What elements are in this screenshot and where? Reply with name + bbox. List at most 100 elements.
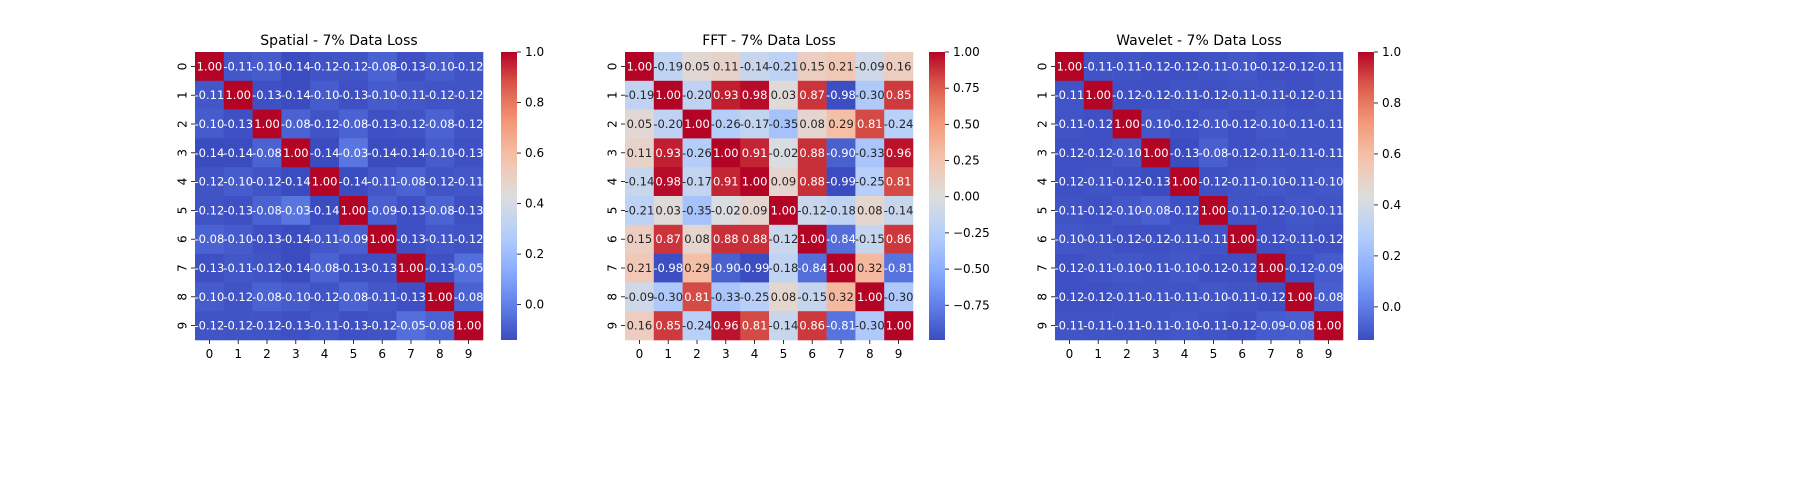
cell-value-label: -0.11 (1083, 175, 1113, 189)
cell-value-label: -0.11 (1083, 59, 1113, 73)
cell-value-label: -0.10 (1112, 203, 1142, 217)
heatmap-cell (454, 282, 484, 312)
heatmap-cell (682, 167, 712, 197)
cell-value-label: 0.86 (886, 232, 912, 246)
cell-value-label: -0.12 (1112, 232, 1142, 246)
heatmap-cell (367, 167, 397, 197)
cell-value-label: 0.15 (627, 232, 653, 246)
cell-value-label: -0.12 (1285, 88, 1315, 102)
heatmap-cell (1055, 52, 1085, 82)
heatmap-cell (454, 52, 484, 82)
heatmap-cell (797, 80, 827, 110)
heatmap-cell (339, 196, 369, 226)
cell-value-label: -0.19 (625, 88, 655, 102)
colorbar-tick-label: 0.0 (1382, 300, 1401, 314)
cell-value-label: -0.12 (195, 203, 225, 217)
x-tick-label: 0 (1066, 347, 1074, 361)
cell-value-label: 0.16 (627, 319, 653, 333)
heatmap-cell (769, 109, 799, 139)
heatmap-cell (223, 282, 253, 312)
cell-value-label: -0.11 (310, 232, 340, 246)
y-tick-label: 9 (606, 322, 620, 330)
cell-value-label: -0.12 (223, 319, 253, 333)
y-tick-label: 5 (606, 207, 620, 215)
cell-value-label: -0.17 (740, 117, 770, 131)
cell-value-label: 0.03 (771, 88, 797, 102)
cell-value-label: -0.11 (1141, 290, 1171, 304)
x-tick-label: 7 (407, 347, 415, 361)
cell-value-label: 1.00 (684, 117, 710, 131)
x-tick-label: 4 (751, 347, 759, 361)
cell-value-label: -0.12 (1083, 290, 1113, 304)
heatmap-cell (396, 138, 426, 168)
cell-value-label: -0.12 (1083, 203, 1113, 217)
heatmap-cell (1083, 224, 1113, 254)
heatmap-cell (1170, 80, 1200, 110)
heatmap-cell (1314, 282, 1344, 312)
x-tick-label: 9 (1325, 347, 1333, 361)
cell-value-label: -0.12 (310, 117, 340, 131)
colorbar-tick-label: −0.50 (953, 262, 990, 276)
cell-value-label: -0.14 (195, 146, 225, 160)
cell-value-label: -0.03 (339, 146, 369, 160)
y-tick-label: 2 (176, 120, 190, 128)
cell-value-label: -0.11 (1112, 319, 1142, 333)
heatmap-cell (396, 109, 426, 139)
cell-value-label: -0.90 (711, 261, 741, 275)
heatmap-cell (425, 167, 455, 197)
cell-value-label: -0.12 (252, 319, 282, 333)
cell-value-label: -0.11 (1170, 88, 1200, 102)
heatmap-cell (1314, 311, 1344, 341)
heatmap-cell (1256, 224, 1286, 254)
colorbar-tick-label: 0.4 (525, 197, 544, 211)
heatmap-cell (1285, 109, 1315, 139)
heatmap-cell (252, 311, 282, 341)
cell-value-label: 0.05 (684, 59, 710, 73)
x-tick-label: 8 (436, 347, 444, 361)
cell-value-label: 1.00 (828, 261, 854, 275)
heatmap-cell (855, 52, 885, 82)
colorbar-tick-label: 0.75 (953, 81, 980, 95)
cell-value-label: -0.13 (1170, 146, 1200, 160)
heatmap-cell (884, 311, 914, 341)
heatmap-cell (653, 253, 683, 283)
heatmap-cell (1256, 52, 1286, 82)
heatmap-cell (454, 167, 484, 197)
cell-value-label: -0.14 (310, 146, 340, 160)
heatmap-cell (1112, 52, 1142, 82)
heatmap-cell (223, 224, 253, 254)
heatmap-cell (281, 196, 311, 226)
heatmap-cell (1256, 253, 1286, 283)
heatmap-cell (653, 52, 683, 82)
heatmap-cell (625, 138, 655, 168)
x-tick-label: 1 (1094, 347, 1102, 361)
heatmap-cell (396, 196, 426, 226)
y-tick-label: 4 (606, 178, 620, 186)
cell-value-label: -0.20 (653, 117, 683, 131)
heatmap-cell (1112, 109, 1142, 139)
heatmap-cell (682, 196, 712, 226)
heatmap-cell (1170, 196, 1200, 226)
heatmap-cell (1141, 282, 1171, 312)
heatmap-cell (740, 52, 770, 82)
cell-value-label: 1.00 (225, 88, 251, 102)
cell-value-label: -0.11 (1227, 88, 1257, 102)
heatmap-cell (339, 253, 369, 283)
heatmap-cell (1227, 196, 1257, 226)
cell-value-label: -0.14 (367, 146, 397, 160)
x-tick-label: 9 (465, 347, 473, 361)
heatmap-cell (1314, 167, 1344, 197)
cell-value-label: -0.12 (1227, 146, 1257, 160)
heatmap-cell (454, 196, 484, 226)
heatmap-cell (797, 253, 827, 283)
heatmap-cell (1112, 311, 1142, 341)
y-tick-label: 3 (1036, 149, 1050, 157)
cell-value-label: 1.00 (1316, 319, 1342, 333)
cell-value-label: -0.11 (1055, 117, 1085, 131)
cell-value-label: -0.11 (1314, 203, 1344, 217)
cell-value-label: -0.13 (454, 203, 484, 217)
heatmap-cell (884, 224, 914, 254)
x-tick-label: 2 (263, 347, 271, 361)
heatmap-cell (1227, 109, 1257, 139)
